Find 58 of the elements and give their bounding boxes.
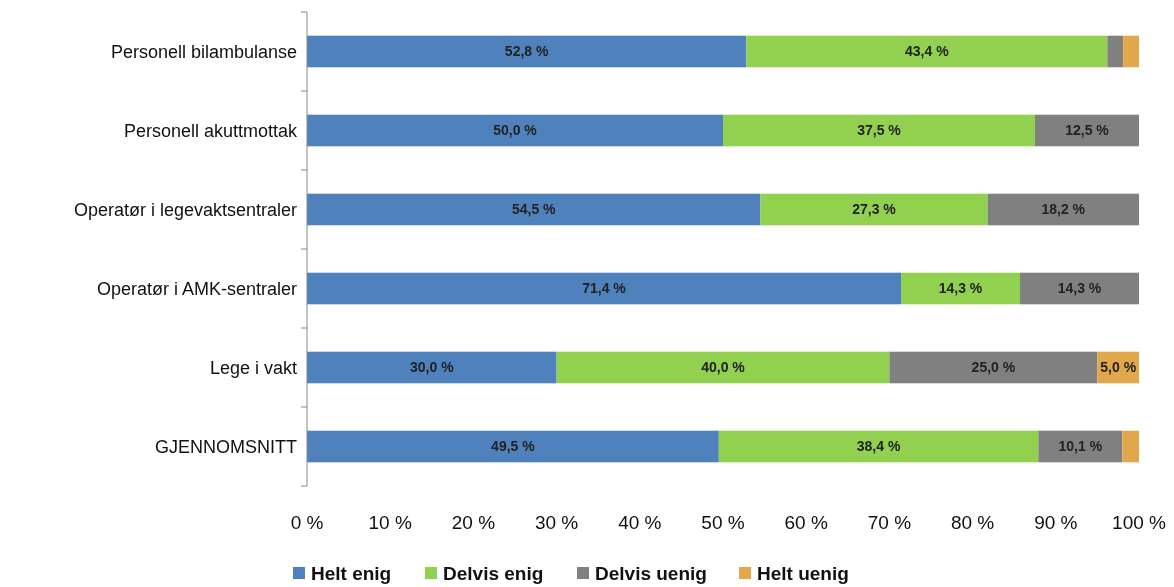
data-label: 38,4 % [856, 438, 901, 455]
data-label: 71,4 % [582, 280, 627, 297]
data-label: 12,5 % [1065, 122, 1110, 139]
x-tick-label: 30 % [534, 511, 579, 533]
bar [307, 272, 902, 305]
bar [718, 430, 1039, 463]
data-label: 50,0 % [493, 122, 538, 139]
y-tick-label: Operatør i AMK-sentraler [96, 278, 297, 299]
x-tick-label: 60 % [784, 511, 828, 533]
x-tick-label: 50 % [701, 511, 745, 533]
data-label: 14,3 % [938, 280, 983, 297]
y-tick-label: Lege i vakt [209, 357, 297, 378]
x-tick-label: 80 % [950, 511, 995, 533]
bar [307, 193, 761, 226]
data-label: 52,8 % [504, 43, 549, 60]
y-tick-label: GJENNOMSNITT [155, 436, 297, 457]
x-tick-label: 70 % [867, 511, 912, 533]
bar [1123, 35, 1139, 68]
data-label: 5,0 % [1100, 359, 1137, 376]
y-tick-label: Personell bilambulanse [110, 41, 297, 62]
legend-label: Helt uenig [757, 562, 849, 584]
data-label: 40,0 % [701, 359, 746, 376]
bar [1035, 114, 1139, 147]
data-label: 30,0 % [410, 359, 455, 376]
x-tick-label: 10 % [368, 511, 412, 533]
x-tick-label: 40 % [618, 511, 662, 533]
data-label: 43,4 % [905, 43, 950, 60]
bar [901, 272, 1021, 305]
bar [1020, 272, 1139, 305]
bar [760, 193, 988, 226]
x-tick-label: 90 % [1034, 511, 1078, 533]
bar [307, 114, 723, 147]
bar [746, 35, 1108, 68]
data-label: 18,2 % [1041, 201, 1086, 218]
y-tick-label: Operatør i legevaktsentraler [73, 199, 297, 220]
bar [1107, 35, 1124, 68]
data-label: 37,5 % [857, 122, 902, 139]
legend-label: Delvis enig [443, 562, 544, 584]
data-label: 54,5 % [511, 201, 557, 218]
legend-label: Delvis uenig [595, 562, 707, 584]
bar [1122, 430, 1139, 463]
data-label: 14,3 % [1057, 280, 1102, 297]
data-label: 27,3 % [852, 201, 897, 218]
bar [889, 351, 1098, 384]
legend-label: Helt enig [311, 562, 392, 584]
x-tick-label: 20 % [451, 511, 496, 533]
bar [556, 351, 890, 384]
x-tick-label: 0 % [290, 511, 324, 533]
bar [307, 430, 719, 463]
y-tick-label: Personell akuttmottak [123, 120, 298, 141]
bar [307, 35, 747, 68]
data-label: 49,5 % [491, 438, 536, 455]
bar [723, 114, 1035, 147]
data-label: 25,0 % [971, 359, 1016, 376]
bar [987, 193, 1139, 226]
bar [307, 351, 557, 384]
x-tick-label: 100 % [1112, 511, 1167, 533]
data-label: 10,1 % [1058, 438, 1103, 455]
